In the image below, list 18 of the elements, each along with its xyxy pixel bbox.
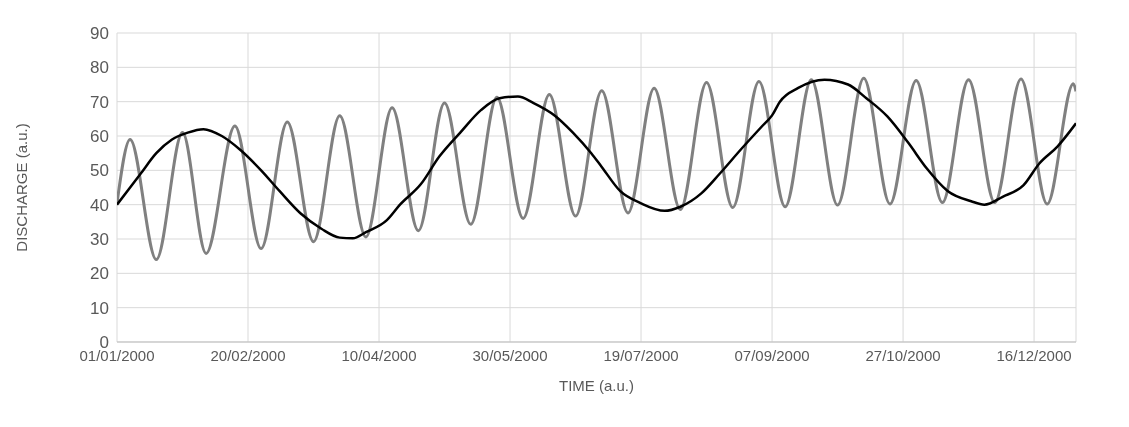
x-tick-label: 16/12/2000: [996, 346, 1072, 364]
y-tick-label: 90: [90, 24, 109, 44]
y-tick-label: 30: [90, 230, 109, 250]
y-tick-label: 70: [90, 92, 109, 112]
y-tick-label: 50: [90, 161, 109, 181]
x-tick-label: 19/07/2000: [603, 346, 679, 364]
y-tick-label: 60: [90, 127, 109, 147]
x-tick-label: 10/04/2000: [341, 346, 417, 364]
x-tick-label: 07/09/2000: [734, 346, 810, 364]
x-tick-label: 30/05/2000: [472, 346, 548, 364]
y-tick-label: 80: [90, 58, 109, 78]
x-tick-label: 27/10/2000: [865, 346, 941, 364]
x-tick-label: 20/02/2000: [210, 346, 286, 364]
y-tick-label: 10: [90, 298, 109, 318]
y-tick-label: 20: [90, 264, 109, 284]
y-tick-label: 40: [90, 195, 109, 215]
x-axis-title: TIME (a.u.): [558, 377, 635, 394]
y-axis-title: DISCHARGE (a.u.): [13, 123, 31, 252]
